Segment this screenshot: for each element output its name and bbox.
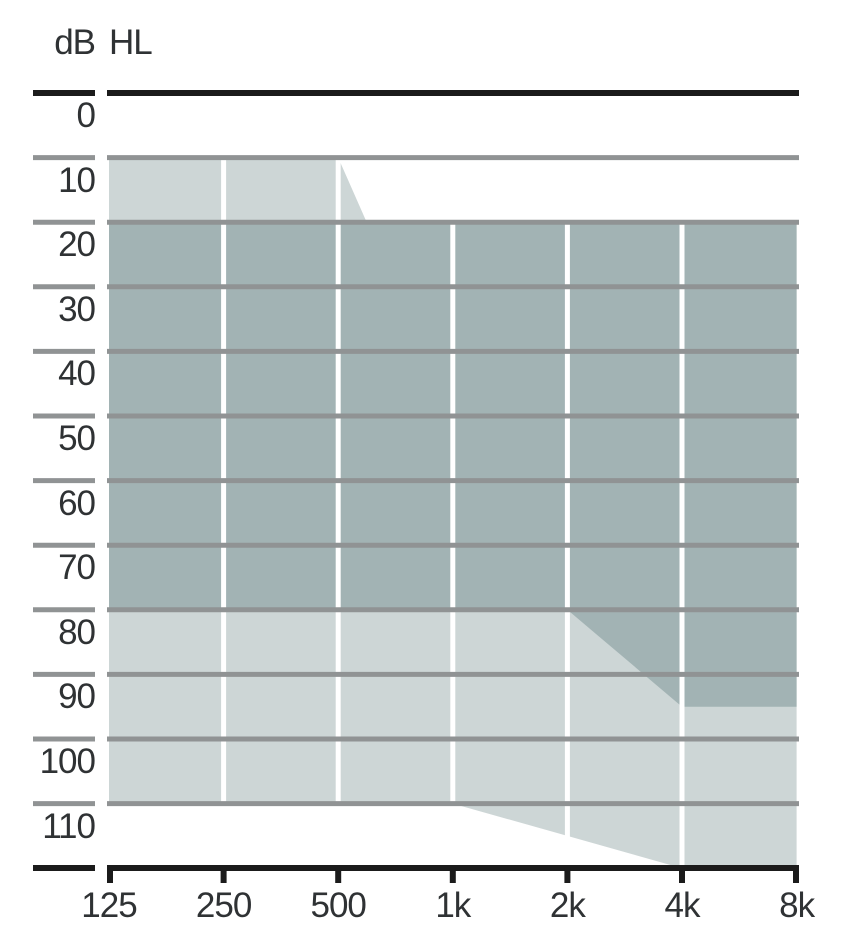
y-tick-label: 70 [58,548,96,588]
y-tick-label: 110 [42,806,96,846]
x-tick-label: 250 [195,886,252,925]
y-tick-label: 50 [58,419,96,458]
y-tick-label: 10 [58,160,96,200]
y-tick-label: 20 [58,225,96,265]
x-tick-label: 500 [310,886,366,925]
x-tick-label: 4k [664,886,701,925]
y-tick-label: 0 [76,96,96,135]
x-tick-label: 125 [81,886,137,925]
x-tick-label: 8k [779,886,815,925]
y-tick-label: 100 [39,742,96,781]
y-axis-unit-hl: HL [109,23,153,62]
y-tick-label: 40 [58,354,96,394]
x-tick-label: 1k [435,886,471,925]
x-tick-label: 2k [549,886,586,925]
y-tick-label: 90 [58,677,96,717]
y-tick-label: 60 [58,483,96,523]
y-tick-label: 30 [58,289,96,329]
y-axis-unit-db: dB [54,23,96,62]
y-tick-label: 80 [58,612,96,652]
